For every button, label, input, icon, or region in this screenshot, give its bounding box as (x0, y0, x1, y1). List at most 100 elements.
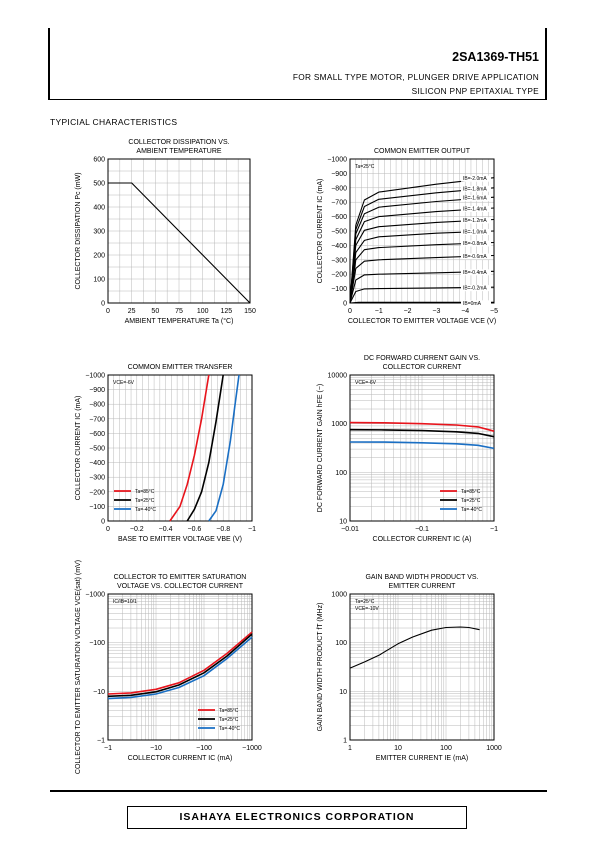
series-line-0 (169, 374, 210, 522)
y-tick-label: 100 (335, 640, 347, 647)
x-tick-label: 125 (220, 308, 232, 315)
series-line-1 (349, 286, 495, 304)
series-line-2 (349, 270, 495, 304)
x-tick-label: −1 (104, 745, 112, 752)
y-tick-label: −900 (331, 171, 347, 178)
chart-collector-dissipation: 0 25 50 75 100 125 150 0 100 200 300 400 500 600 COLLE… (75, 139, 256, 325)
y-tick-label: −300 (89, 475, 105, 482)
y-tick-label: 400 (93, 205, 105, 212)
legend-label: Ta=25°C (219, 717, 239, 723)
series-label: IB=-0.6mA (463, 254, 487, 260)
y-tick-label: −200 (331, 272, 347, 279)
series-label-bg (461, 175, 491, 182)
x-tick-label: −0.4 (159, 526, 173, 533)
y-tick-label: 10000 (328, 373, 348, 380)
y-tick-label: −900 (89, 387, 105, 394)
series-label-bg (461, 185, 491, 192)
chart-gain-bandwidth: 1 10 100 1000 1 10 100 1000 GAIN BAND WIDTH PROD… (317, 574, 502, 762)
y-tick-label: −10 (93, 689, 105, 696)
y-tick-label: 1 (343, 738, 347, 745)
y-tick-label: −400 (331, 243, 347, 250)
series-label: IB=-1.0mA (463, 230, 487, 236)
y-tick-label: −1000 (85, 592, 105, 599)
company-name: ISAHAYA ELECTRONICS CORPORATION (179, 811, 415, 823)
series-label-bg (461, 205, 491, 212)
condition-annotation: VCE=-6V (113, 380, 135, 386)
series-line-0 (108, 182, 251, 304)
series-label-bg (461, 240, 491, 247)
x-tick-label: −10 (150, 745, 162, 752)
y-tick-label: −300 (331, 257, 347, 264)
chart-title: COLLECTOR DISSIPATION VS. (128, 139, 229, 146)
series-line-2 (349, 441, 495, 450)
series-label: IB=-0.4mA (463, 270, 487, 276)
series-label: IB=0mA (463, 301, 482, 307)
x-tick-label: −1000 (242, 745, 262, 752)
condition-annotation: Ta=25°C (355, 599, 375, 605)
y-tick-label: −500 (331, 229, 347, 236)
legend-label: Ta=85°C (461, 489, 481, 495)
header-frame-left (48, 28, 50, 100)
condition-annotation: Ta=25°C (355, 164, 375, 170)
x-tick-label: −0.01 (341, 526, 359, 533)
series-line-5 (349, 230, 495, 304)
x-tick-label: 75 (175, 308, 183, 315)
x-tick-label: −1 (248, 526, 256, 533)
y-tick-label: −100 (89, 504, 105, 511)
series-label: IB=-0.8mA (463, 241, 487, 247)
y-axis-label: COLLECTOR TO EMITTER SATURATION VOLTAGE … (75, 560, 82, 774)
legend-label: Ta=25°C (135, 498, 155, 504)
chart-title: COLLECTOR TO EMITTER SATURATION (114, 574, 247, 581)
x-tick-label: −0.1 (415, 526, 429, 533)
y-tick-label: −1 (97, 738, 105, 745)
y-tick-label: −200 (89, 489, 105, 496)
x-tick-label: 1 (348, 745, 352, 752)
x-axis-label: COLLECTOR TO EMITTER VOLTAGE VCE (V) (348, 318, 496, 325)
series-line-0 (349, 626, 480, 669)
x-tick-label: 10 (394, 745, 402, 752)
condition-annotation: VCE=-6V (355, 380, 377, 386)
x-tick-label: 100 (197, 308, 209, 315)
series-label-bg (461, 285, 491, 292)
series-label: IB=-1.2mA (463, 218, 487, 224)
legend-label: Ta=-40°C (135, 507, 156, 513)
chart-common-emitter-output: 0 −1 −2 −3 −4 −5 0 −100 −200 −300 −400 −500 −600 −700… (317, 148, 498, 325)
series-label-bg (461, 229, 491, 235)
series-label: IB=-2.0mA (463, 176, 487, 182)
x-axis-label: COLLECTOR CURRENT IC (A) (373, 536, 472, 543)
x-tick-label: 25 (128, 308, 136, 315)
y-tick-label: 600 (93, 157, 105, 164)
x-tick-label: 50 (151, 308, 159, 315)
y-tick-label: 100 (335, 470, 347, 477)
series-label-bg (461, 300, 491, 307)
y-tick-label: −500 (89, 446, 105, 453)
y-tick-label: −600 (89, 431, 105, 438)
series-label-bg (461, 253, 491, 260)
x-tick-label: −0.8 (216, 526, 230, 533)
legend-label: Ta=-40°C (461, 507, 482, 513)
y-axis-label: DC FORWARD CURRENT GAIN hFE (−) (317, 384, 324, 512)
series-label-bg (461, 195, 491, 202)
x-tick-label: 0 (106, 308, 110, 315)
chart-title: AMBIENT TEMPERATURE (136, 148, 222, 155)
x-axis-label: AMBIENT TEMPERATURE Ta (°C) (125, 317, 234, 325)
y-tick-label: 500 (93, 181, 105, 188)
x-tick-label: −1 (490, 526, 498, 533)
series-line-1 (349, 428, 495, 438)
x-tick-label: −0.2 (130, 526, 144, 533)
series-line-4 (349, 241, 495, 304)
x-tick-label: 100 (440, 745, 452, 752)
x-tick-label: −1 (375, 308, 383, 315)
header-frame-right (545, 28, 547, 100)
series-line-3 (349, 254, 495, 304)
chart-grid (349, 594, 494, 741)
series-label-bg (461, 217, 491, 224)
y-tick-label: −1000 (85, 373, 105, 380)
x-tick-label: 1000 (486, 745, 502, 752)
y-tick-label: −800 (331, 185, 347, 192)
plot-frame (349, 593, 495, 741)
series-line-2 (208, 374, 240, 522)
y-axis-label: COLLECTOR CURRENT IC (mA) (317, 179, 324, 284)
y-tick-label: 0 (101, 519, 105, 526)
